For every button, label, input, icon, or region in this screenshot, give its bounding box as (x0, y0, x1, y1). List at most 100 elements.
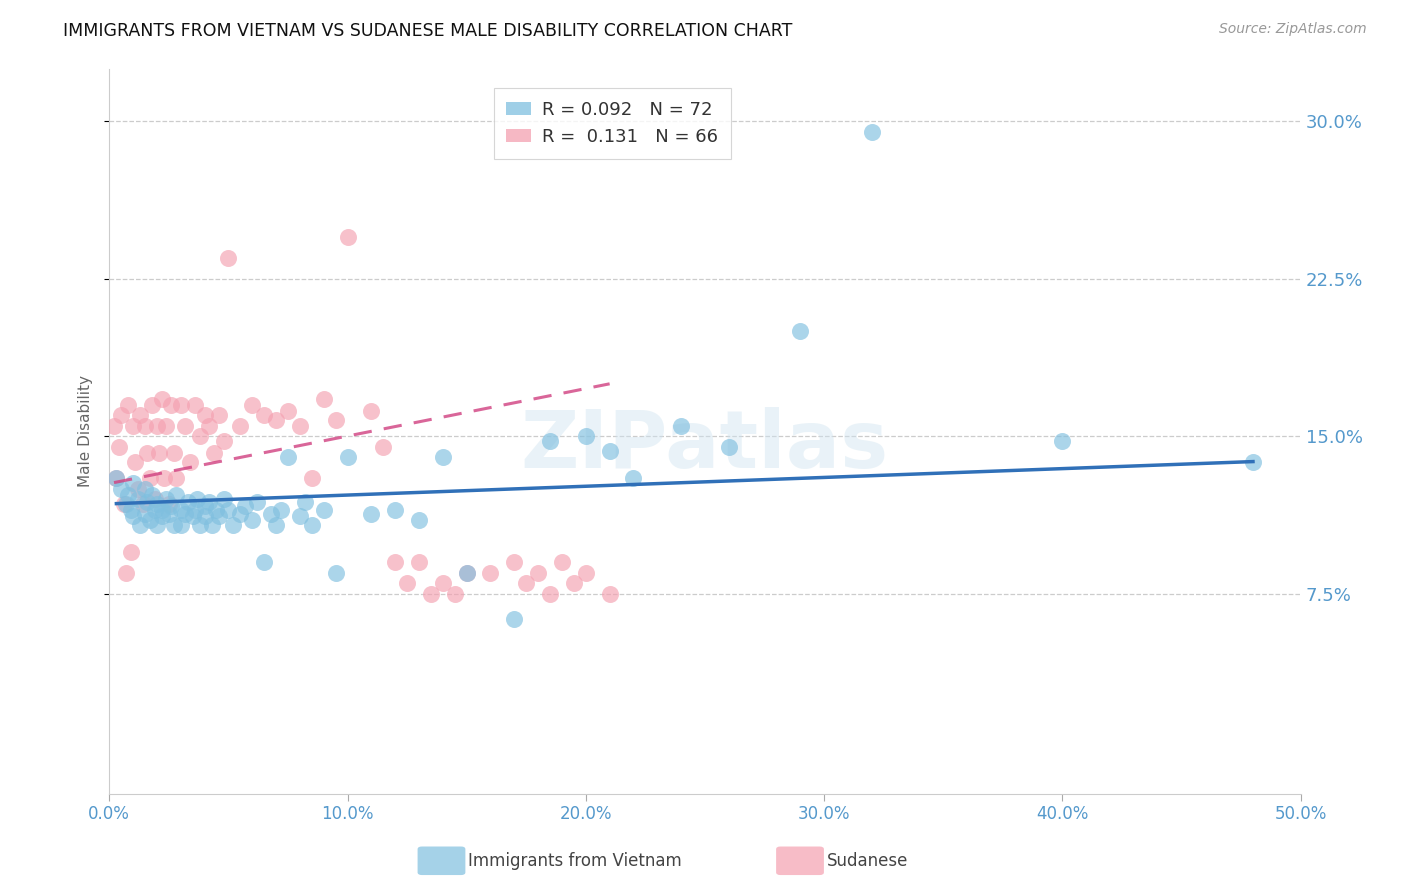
Point (184, 398, 207, 412)
Point (131, 497, 153, 511)
Point (129, 517, 152, 532)
Point (153, 471, 176, 485)
Point (146, 517, 169, 532)
Point (193, 409, 215, 423)
Point (325, 566, 347, 580)
Point (198, 418, 221, 433)
Point (408, 556, 430, 570)
Point (177, 494, 200, 508)
Point (264, 412, 287, 426)
Y-axis label: Male Disability: Male Disability (79, 376, 93, 487)
Point (1052, 434, 1074, 448)
Point (717, 440, 740, 454)
Point (301, 471, 323, 485)
Point (170, 503, 193, 517)
Point (162, 517, 184, 532)
Point (229, 507, 252, 521)
Point (139, 471, 162, 485)
Point (599, 444, 621, 458)
Point (122, 418, 145, 433)
Point (432, 576, 454, 591)
Point (264, 517, 287, 532)
Point (456, 566, 478, 580)
Point (205, 503, 228, 517)
Point (160, 398, 183, 412)
Point (527, 566, 550, 580)
Point (360, 404, 382, 418)
Point (134, 507, 156, 521)
Point (669, 418, 692, 433)
Point (127, 492, 149, 507)
Point (789, 324, 811, 338)
Point (233, 499, 256, 513)
Point (115, 497, 138, 511)
Point (110, 482, 132, 496)
Point (112, 497, 135, 511)
Point (217, 251, 239, 265)
Point (419, 587, 441, 601)
Point (515, 576, 537, 591)
Point (143, 492, 166, 507)
Text: Immigrants from Vietnam: Immigrants from Vietnam (468, 852, 682, 870)
Point (288, 418, 311, 433)
Point (150, 392, 173, 406)
Point (479, 566, 502, 580)
Point (105, 471, 128, 485)
Point (146, 418, 169, 433)
Point (360, 507, 382, 521)
Point (162, 446, 184, 460)
Text: Sudanese: Sudanese (827, 852, 908, 870)
Point (193, 499, 215, 513)
Point (120, 503, 142, 517)
Point (229, 418, 252, 433)
Point (148, 446, 170, 460)
Point (396, 576, 419, 591)
Point (312, 503, 335, 517)
Point (150, 509, 173, 524)
Point (212, 434, 235, 448)
Point (179, 454, 201, 468)
Point (277, 404, 299, 418)
Point (222, 517, 245, 532)
Text: Source: ZipAtlas.com: Source: ZipAtlas.com (1219, 22, 1367, 37)
Point (312, 392, 335, 406)
Point (253, 556, 276, 570)
Point (599, 587, 621, 601)
Point (212, 492, 235, 507)
Point (188, 517, 211, 532)
Point (860, 125, 883, 139)
Point (184, 503, 207, 517)
Point (288, 509, 311, 524)
Point (141, 488, 163, 502)
Point (201, 517, 224, 532)
Point (270, 503, 292, 517)
Point (208, 509, 231, 524)
Point (165, 471, 187, 485)
Point (193, 509, 215, 524)
Point (301, 517, 323, 532)
Point (202, 446, 225, 460)
Point (115, 566, 138, 580)
Point (170, 398, 193, 412)
Point (157, 497, 180, 511)
Point (336, 229, 359, 244)
Point (165, 488, 187, 502)
Point (575, 429, 598, 443)
Point (1241, 454, 1264, 468)
Point (120, 545, 142, 559)
Point (174, 507, 197, 521)
Point (139, 513, 162, 527)
Point (105, 471, 128, 485)
Point (538, 587, 561, 601)
Point (217, 503, 239, 517)
Point (141, 398, 163, 412)
Point (294, 494, 316, 508)
Point (277, 450, 299, 465)
Point (143, 503, 166, 517)
Point (503, 556, 526, 570)
Point (443, 587, 465, 601)
Point (122, 475, 145, 490)
Point (174, 418, 197, 433)
Point (188, 429, 211, 443)
Point (384, 503, 406, 517)
